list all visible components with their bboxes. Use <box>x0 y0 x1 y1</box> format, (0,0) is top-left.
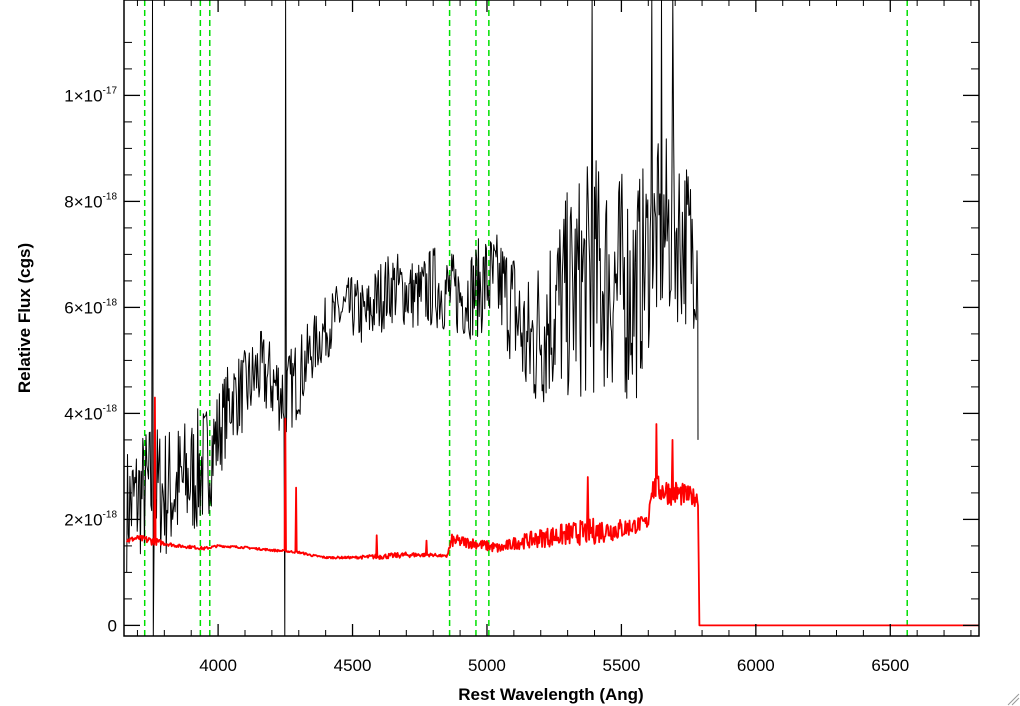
y-axis-title: Relative Flux (cgs) <box>15 243 34 393</box>
x-tick-label: 5500 <box>602 656 640 675</box>
resize-grip-icon[interactable] <box>1007 693 1020 706</box>
x-tick-label: 4500 <box>334 656 372 675</box>
tick-marks <box>124 0 979 636</box>
x-tick-label: 5000 <box>468 656 506 675</box>
y-tick-label: 0 <box>108 616 117 635</box>
tick-labels: 4000 4500 5000 5500 6000 6500 0 2×10-18 4×10-18 6… <box>64 85 909 675</box>
x-tick-label: 6000 <box>737 656 775 675</box>
y-tick-label: 6×10-18 <box>64 297 117 317</box>
x-axis-title: Rest Wavelength (Ang) <box>458 685 643 704</box>
emission-line-markers <box>143 0 908 636</box>
flux-spectrum-line <box>126 0 699 636</box>
y-tick-label: 2×10-18 <box>64 509 117 529</box>
series-layer <box>125 0 979 636</box>
y-tick-label: 8×10-18 <box>64 191 117 211</box>
x-tick-label: 4000 <box>199 656 237 675</box>
axes <box>123 0 980 637</box>
y-tick-label: 1×10-17 <box>64 85 117 105</box>
plot-frame <box>123 0 980 637</box>
error-spectrum-line <box>125 396 979 627</box>
y-tick-label: 4×10-18 <box>64 403 117 423</box>
x-tick-label: 6500 <box>871 656 909 675</box>
